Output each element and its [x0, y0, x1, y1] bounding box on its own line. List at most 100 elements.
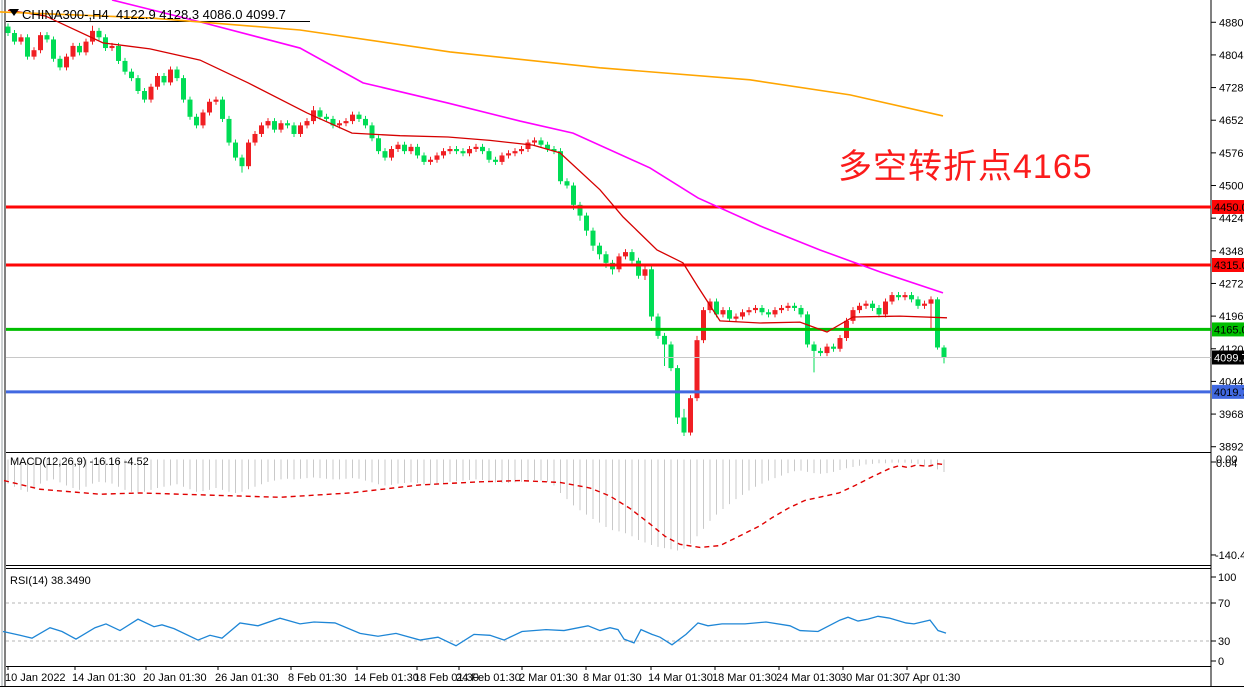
- candle-up: [389, 149, 394, 158]
- macd-indicator-label: MACD(12,26,9) -16.16 -4.52: [10, 456, 149, 468]
- candle-up: [246, 142, 251, 167]
- price-tick-label: 4500.0: [1219, 181, 1244, 193]
- rsi-pane[interactable]: 100 70 30 0: [2, 572, 1236, 668]
- rsi-axis-label: 30: [1218, 636, 1230, 648]
- candle-down: [460, 151, 466, 154]
- candle-down: [655, 316, 661, 336]
- time-tick-label: 8 Mar 01:30: [583, 672, 642, 684]
- candle-up: [857, 305, 862, 311]
- candle-up: [779, 307, 784, 311]
- candle-down: [811, 344, 817, 351]
- candle-down: [376, 138, 381, 152]
- candle-up: [623, 252, 628, 257]
- rsi-line: [2, 615, 947, 647]
- candle-up: [109, 45, 115, 49]
- candle-down: [324, 116, 329, 119]
- candle-up: [343, 121, 349, 124]
- candle-up: [525, 142, 531, 150]
- candle-up: [785, 305, 791, 308]
- price-tag-label: 4315.0: [1214, 260, 1244, 272]
- price-tag-bg: [1212, 350, 1244, 365]
- candle-down: [382, 151, 388, 158]
- candle-down: [5, 26, 11, 34]
- rsi-axis-label: 0: [1218, 656, 1224, 668]
- annotation-text: 多空转折点4165: [838, 148, 1093, 186]
- candle-down: [597, 245, 602, 255]
- candle-up: [499, 155, 505, 162]
- candle-up: [278, 123, 284, 130]
- time-tick-label: 2 Mar 01:30: [519, 672, 578, 684]
- candle-up: [428, 159, 433, 162]
- time-tick-label: 7 Apr 01:30: [904, 672, 960, 684]
- price-tag-bg: [1212, 384, 1244, 399]
- candle-up: [447, 149, 453, 152]
- candle-down: [51, 39, 56, 59]
- candle-down: [226, 118, 232, 143]
- candle-down: [77, 45, 82, 53]
- time-axis[interactable]: 10 Jan 2022 14 Jan 01:30 20 Jan 01:30 26 Ja…: [5, 666, 960, 684]
- candle-up: [740, 312, 745, 317]
- time-tick-label: 18 Mar 01:30: [712, 672, 777, 684]
- candle-up: [408, 146, 414, 152]
- ohlc-values: 4122.9 4128.3 4086.0 4099.7: [115, 7, 286, 22]
- macd-signal-line: [3, 463, 947, 549]
- candle-up: [642, 269, 648, 276]
- candle-down: [486, 151, 492, 160]
- candle-up: [837, 338, 843, 349]
- time-tick-label: 18 Feb 01:30: [414, 672, 479, 684]
- candle-up: [70, 45, 76, 57]
- candle-up: [720, 310, 726, 315]
- candle-down: [363, 118, 368, 126]
- candle-up: [441, 151, 446, 156]
- candle-down: [798, 307, 804, 315]
- price-tag-bg: [1212, 200, 1244, 214]
- candle-down: [57, 58, 63, 68]
- candle-down: [896, 295, 901, 298]
- candle-up: [753, 307, 758, 311]
- candle-down: [291, 125, 297, 134]
- candle-up: [213, 99, 219, 102]
- candle-up: [824, 346, 830, 354]
- candle-up: [265, 121, 271, 126]
- candle-down: [12, 33, 17, 42]
- candle-up: [883, 301, 888, 315]
- price-tick-label: 4348.0: [1219, 246, 1244, 258]
- time-tick-label: 14 Feb 01:30: [354, 672, 419, 684]
- time-tick-label: 14 Mar 01:30: [648, 672, 713, 684]
- time-tick-label: 24 Feb 01:30: [456, 672, 521, 684]
- macd-axis-label-top: 0.04: [1216, 458, 1237, 470]
- candle-up: [512, 151, 518, 154]
- macd-pane[interactable]: 0.000.04 -140.44: [3, 454, 1244, 562]
- candle-up: [701, 310, 706, 341]
- candle-down: [662, 335, 667, 345]
- candle-down: [369, 125, 375, 139]
- candle-up: [519, 149, 524, 152]
- candle-up: [434, 155, 440, 160]
- candle-down: [577, 204, 583, 216]
- candle-down: [285, 123, 290, 126]
- time-tick-label: 20 Jan 01:30: [143, 672, 207, 684]
- price-tick-label: 4196.0: [1219, 311, 1244, 323]
- candle-up: [304, 121, 310, 126]
- candle-down: [187, 99, 193, 117]
- candle-down: [818, 350, 823, 354]
- candle-down: [356, 114, 362, 119]
- candle-down: [454, 149, 459, 152]
- candle-up: [746, 310, 752, 313]
- rsi-axis-label: 100: [1218, 572, 1236, 584]
- candle-down: [766, 312, 771, 315]
- candle-down: [142, 91, 147, 100]
- candle-down: [161, 75, 167, 83]
- price-axis[interactable]: 4880.0 4804.0 4728.0 4652.0 4576.0 4500.0 4424…: [1211, 17, 1244, 454]
- candle-up: [298, 125, 303, 134]
- candle-down: [538, 140, 544, 145]
- candle-down: [135, 78, 141, 92]
- main-pane[interactable]: [0, 0, 1211, 436]
- macd-axis-label-top: 0.00: [1216, 454, 1237, 466]
- candle-down: [233, 142, 238, 158]
- candle-down: [792, 305, 797, 308]
- candle-down: [915, 299, 921, 306]
- candle-up: [31, 50, 37, 57]
